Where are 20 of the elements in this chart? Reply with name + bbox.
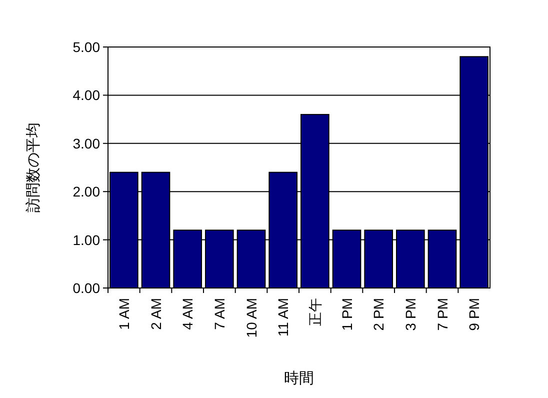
x-tick-label: 3 PM	[402, 298, 418, 331]
x-tick-label: 1 AM	[116, 298, 132, 330]
x-tick-label: 9 PM	[466, 298, 482, 331]
x-tick-label: 7 AM	[211, 298, 228, 330]
y-tick-label: 4.00	[72, 87, 100, 104]
x-tick-label: 正午	[306, 298, 323, 326]
x-tick-label: 4 AM	[180, 298, 196, 330]
x-axis-title: 時間	[284, 370, 314, 387]
y-tick-label: 3.00	[72, 135, 100, 152]
y-tick-label: 1.00	[72, 232, 100, 248]
x-tick-label: 2 PM	[370, 298, 387, 331]
x-tick-label: 10 AM	[243, 298, 260, 338]
y-tick-label: 2.00	[72, 184, 100, 200]
x-tick-label: 2 AM	[148, 298, 164, 330]
y-tick-label: 0.00	[72, 280, 100, 296]
x-tick-label: 7 PM	[434, 298, 450, 331]
y-tick-label: 5.00	[72, 39, 100, 55]
y-axis-title: 訪問数の平均	[25, 122, 42, 212]
x-tick-label: 1 PM	[338, 298, 355, 331]
x-tick-label: 11 AM	[275, 298, 292, 337]
